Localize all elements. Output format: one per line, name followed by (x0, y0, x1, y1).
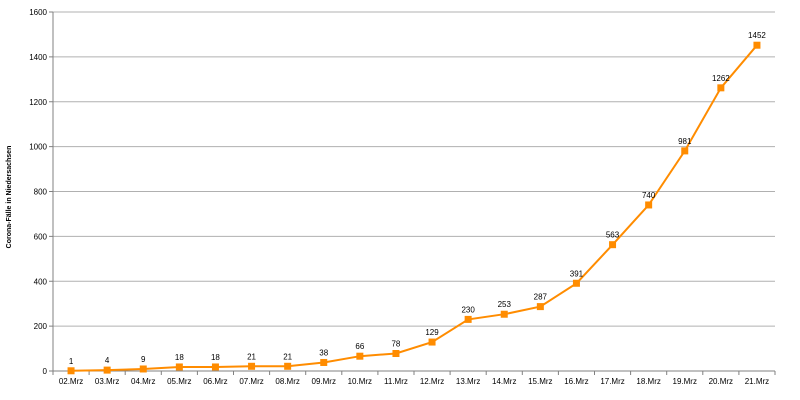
data-point (248, 362, 256, 370)
x-tick-label: 05.Mrz (167, 377, 191, 386)
data-label: 981 (678, 137, 692, 146)
y-tick-label: 200 (34, 322, 48, 331)
data-point (681, 147, 689, 155)
data-label: 1 (69, 357, 74, 366)
y-tick-label: 800 (34, 188, 48, 197)
data-point (753, 41, 761, 49)
data-label: 391 (570, 269, 584, 278)
data-label: 38 (319, 348, 328, 357)
x-tick-label: 18.Mrz (636, 377, 660, 386)
data-point (609, 241, 617, 249)
data-label: 4 (105, 356, 110, 365)
y-tick-label: 1600 (29, 8, 47, 17)
y-tick-labels: 0 200 400 600 800 1000 1200 1400 1600 (29, 8, 47, 376)
x-tick-label: 09.Mrz (312, 377, 336, 386)
data-point (645, 201, 653, 209)
x-tick-label: 15.Mrz (528, 377, 552, 386)
x-tick-label: 06.Mrz (203, 377, 227, 386)
data-point (392, 349, 400, 357)
gridlines (53, 11, 775, 327)
data-label: 230 (461, 305, 475, 314)
y-tick-label: 400 (34, 277, 48, 286)
x-tick-label: 13.Mrz (456, 377, 480, 386)
data-point (67, 367, 75, 375)
y-tick-label: 0 (43, 367, 48, 376)
y-tick-label: 1400 (29, 53, 47, 62)
x-tick-label: 19.Mrz (673, 377, 697, 386)
y-tick-label: 1000 (29, 143, 47, 152)
x-tick-label: 21.Mrz (745, 377, 769, 386)
data-label: 287 (534, 293, 548, 302)
data-point (356, 352, 364, 360)
x-tick-label: 16.Mrz (564, 377, 588, 386)
data-point (464, 315, 472, 323)
x-tick-label: 12.Mrz (420, 377, 444, 386)
series-cases (67, 41, 761, 375)
y-tick-label: 1200 (29, 98, 47, 107)
axes (49, 11, 776, 375)
x-tick-label: 02.Mrz (59, 377, 83, 386)
x-tick-label: 03.Mrz (95, 377, 119, 386)
data-point (211, 363, 219, 371)
data-point (572, 279, 580, 287)
y-tick-label: 600 (34, 232, 48, 241)
data-label: 66 (355, 342, 364, 351)
data-point (284, 362, 292, 370)
data-label: 78 (391, 339, 400, 348)
data-point (428, 338, 436, 346)
x-tick-label: 20.Mrz (709, 377, 733, 386)
y-axis-label: Corona-Fälle in Niedersachsen (6, 146, 13, 249)
series-line (70, 44, 758, 372)
x-tick-label: 11.Mrz (384, 377, 408, 386)
data-labels: 1 4 9 18 18 21 21 38 66 78 129 230 253 287 391 563 740 98… (69, 31, 767, 366)
x-tick-label: 08.Mrz (275, 377, 299, 386)
data-label: 18 (211, 353, 220, 362)
data-point (717, 84, 725, 92)
data-point (139, 365, 147, 373)
data-label: 740 (642, 191, 656, 200)
data-label: 18 (175, 353, 184, 362)
x-tick-label: 04.Mrz (131, 377, 155, 386)
data-label: 563 (606, 231, 620, 240)
data-label: 9 (141, 355, 146, 364)
data-point (175, 363, 183, 371)
data-label: 21 (283, 352, 292, 361)
x-tick-label: 17.Mrz (600, 377, 624, 386)
data-point (500, 310, 508, 318)
data-label: 21 (247, 352, 256, 361)
x-tick-label: 14.Mrz (492, 377, 516, 386)
x-tick-label: 07.Mrz (239, 377, 263, 386)
x-tick-labels: 02.Mrz 03.Mrz 04.Mrz 05.Mrz 06.Mrz 07.Mrz 08.M… (59, 377, 769, 386)
data-label: 1452 (748, 31, 766, 40)
data-point (320, 358, 328, 366)
data-point (536, 303, 544, 311)
data-point (103, 366, 111, 374)
data-label: 253 (498, 300, 512, 309)
data-label: 129 (425, 328, 439, 337)
data-label: 1262 (712, 74, 730, 83)
x-tick-label: 10.Mrz (348, 377, 372, 386)
